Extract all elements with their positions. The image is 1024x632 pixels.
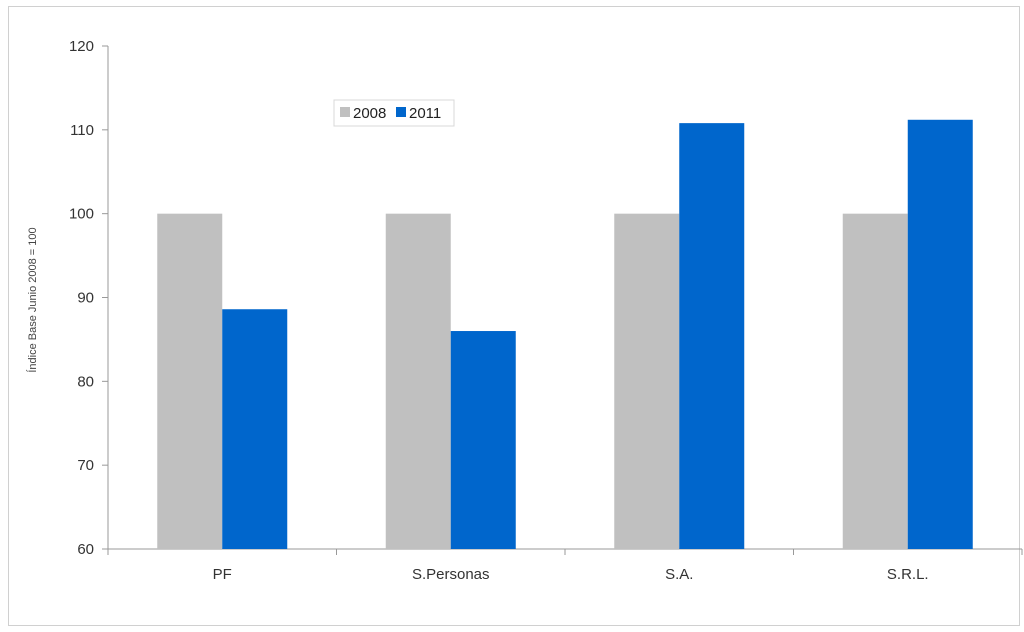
x-category-label: S.A. (665, 566, 693, 583)
y-axis: 60 70 80 90 100 110 120 (69, 38, 109, 558)
bar-2008-s-personas (385, 213, 451, 549)
bars (157, 119, 973, 550)
y-tick-label: 70 (77, 457, 94, 474)
x-axis: PF S.Personas S.A. S.R.L. (107, 548, 1023, 583)
bar-2011-s-r-l (907, 119, 973, 550)
bar-2008-s-r-l (842, 213, 908, 549)
x-category-label: PF (213, 566, 232, 583)
legend-label: 2011 (409, 105, 441, 122)
bar-2008-pf (157, 213, 223, 549)
legend: 2008 2011 (333, 99, 455, 127)
bar-2011-s-a (679, 123, 745, 550)
legend-swatch (396, 107, 406, 117)
y-tick-label: 120 (69, 38, 94, 55)
y-axis-label: Índice Base Junio 2008 = 100 (26, 227, 39, 372)
y-tick-label: 100 (69, 206, 94, 223)
y-tick-label: 90 (77, 290, 94, 307)
chart-frame (8, 6, 1020, 626)
y-tick-label: 60 (77, 541, 94, 558)
x-category-label: S.Personas (412, 566, 490, 583)
legend-swatch (340, 107, 350, 117)
y-tick-label: 110 (70, 122, 94, 139)
y-tick-label: 80 (77, 373, 94, 390)
legend-label: 2008 (353, 105, 386, 122)
bar-2011-s-personas (450, 331, 516, 549)
bar-2008-s-a (614, 213, 680, 549)
legend-box (333, 99, 455, 127)
bar-2011-pf (222, 309, 288, 549)
x-category-label: S.R.L. (887, 566, 929, 583)
